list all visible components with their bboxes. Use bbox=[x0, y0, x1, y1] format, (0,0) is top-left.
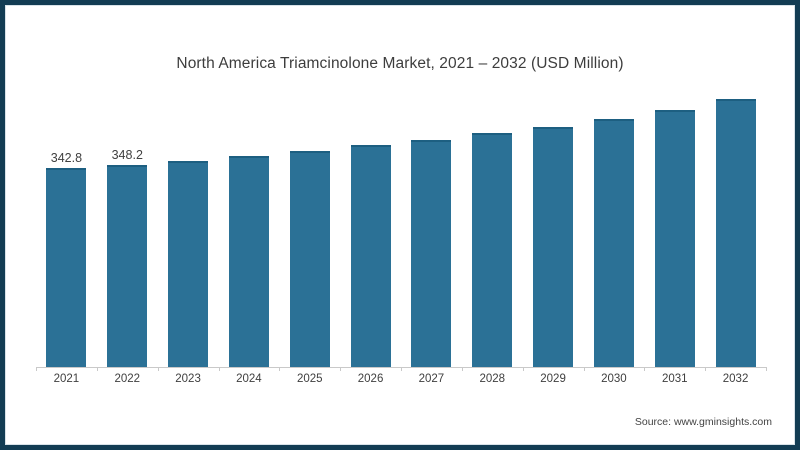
bar-rect-2023 bbox=[168, 161, 209, 367]
bar-2032 bbox=[715, 90, 756, 367]
x-axis-tick-mark bbox=[583, 367, 585, 371]
bar-2030 bbox=[593, 90, 634, 367]
source-attribution: Source: www.gminsights.com bbox=[634, 416, 772, 428]
x-tick-label-2026: 2026 bbox=[357, 373, 384, 385]
x-tick-label-2023: 2023 bbox=[175, 373, 201, 385]
bar-2024 bbox=[228, 90, 269, 367]
x-tick-label-2025: 2025 bbox=[296, 373, 323, 385]
bar-rect-2031 bbox=[654, 110, 695, 367]
x-tick-label-2030: 2030 bbox=[601, 373, 627, 385]
bar-series: 342.8 348.2 bbox=[36, 90, 766, 367]
x-tick-label-2028: 2028 bbox=[479, 373, 506, 385]
bar-2029 bbox=[533, 90, 574, 367]
bar-rect-2032 bbox=[715, 99, 756, 367]
bar-2031 bbox=[654, 90, 695, 367]
x-axis-tick-mark bbox=[766, 367, 767, 371]
bar-value-label-2021: 342.8 bbox=[50, 151, 83, 165]
x-tick-label-2032: 2032 bbox=[722, 373, 749, 385]
x-axis-tick-mark bbox=[522, 367, 524, 371]
bar-rect-2021 bbox=[46, 168, 87, 367]
bar-2021: 342.8 bbox=[46, 90, 87, 367]
x-axis-tick-mark bbox=[705, 367, 707, 371]
x-axis-tick-mark bbox=[644, 367, 646, 371]
bar-value-label-2022: 348.2 bbox=[111, 147, 143, 162]
x-axis-tick-mark bbox=[96, 367, 98, 371]
bar-rect-2022 bbox=[107, 164, 148, 367]
x-axis-tick-mark bbox=[157, 367, 159, 371]
x-axis-tick-mark bbox=[218, 367, 220, 371]
x-axis-tick-mark bbox=[36, 367, 37, 371]
x-axis-tick-mark bbox=[461, 367, 463, 371]
bar-rect-2029 bbox=[533, 126, 574, 367]
x-tick-label-2027: 2027 bbox=[418, 373, 445, 385]
bar-2028 bbox=[472, 90, 513, 367]
bar-2022: 348.2 bbox=[107, 90, 148, 367]
x-axis-tick-mark bbox=[279, 367, 281, 371]
x-axis-tick-labels: 2021 2022 2023 2024 2025 2026 2027 2028 2029 2030… bbox=[36, 373, 766, 391]
x-tick-label-2029: 2029 bbox=[540, 373, 566, 385]
bar-2027 bbox=[411, 90, 452, 367]
x-tick-label-2022: 2022 bbox=[114, 373, 141, 385]
bar-2025 bbox=[289, 90, 330, 367]
x-tick-label-2024: 2024 bbox=[236, 373, 262, 385]
x-tick-label-2021: 2021 bbox=[53, 373, 80, 385]
bar-rect-2026 bbox=[350, 145, 391, 367]
chart-title: North America Triamcinolone Market, 2021… bbox=[176, 55, 624, 72]
bar-rect-2025 bbox=[289, 151, 330, 367]
bar-2026 bbox=[350, 90, 391, 367]
bar-rect-2030 bbox=[593, 119, 634, 367]
x-tick-label-2031: 2031 bbox=[661, 373, 688, 385]
x-axis-tick-mark bbox=[340, 367, 342, 371]
bar-rect-2024 bbox=[228, 156, 269, 367]
bar-rect-2027 bbox=[411, 139, 452, 367]
x-axis-tick-mark bbox=[401, 367, 402, 371]
bar-2023 bbox=[168, 90, 209, 367]
bar-rect-2028 bbox=[472, 133, 513, 367]
